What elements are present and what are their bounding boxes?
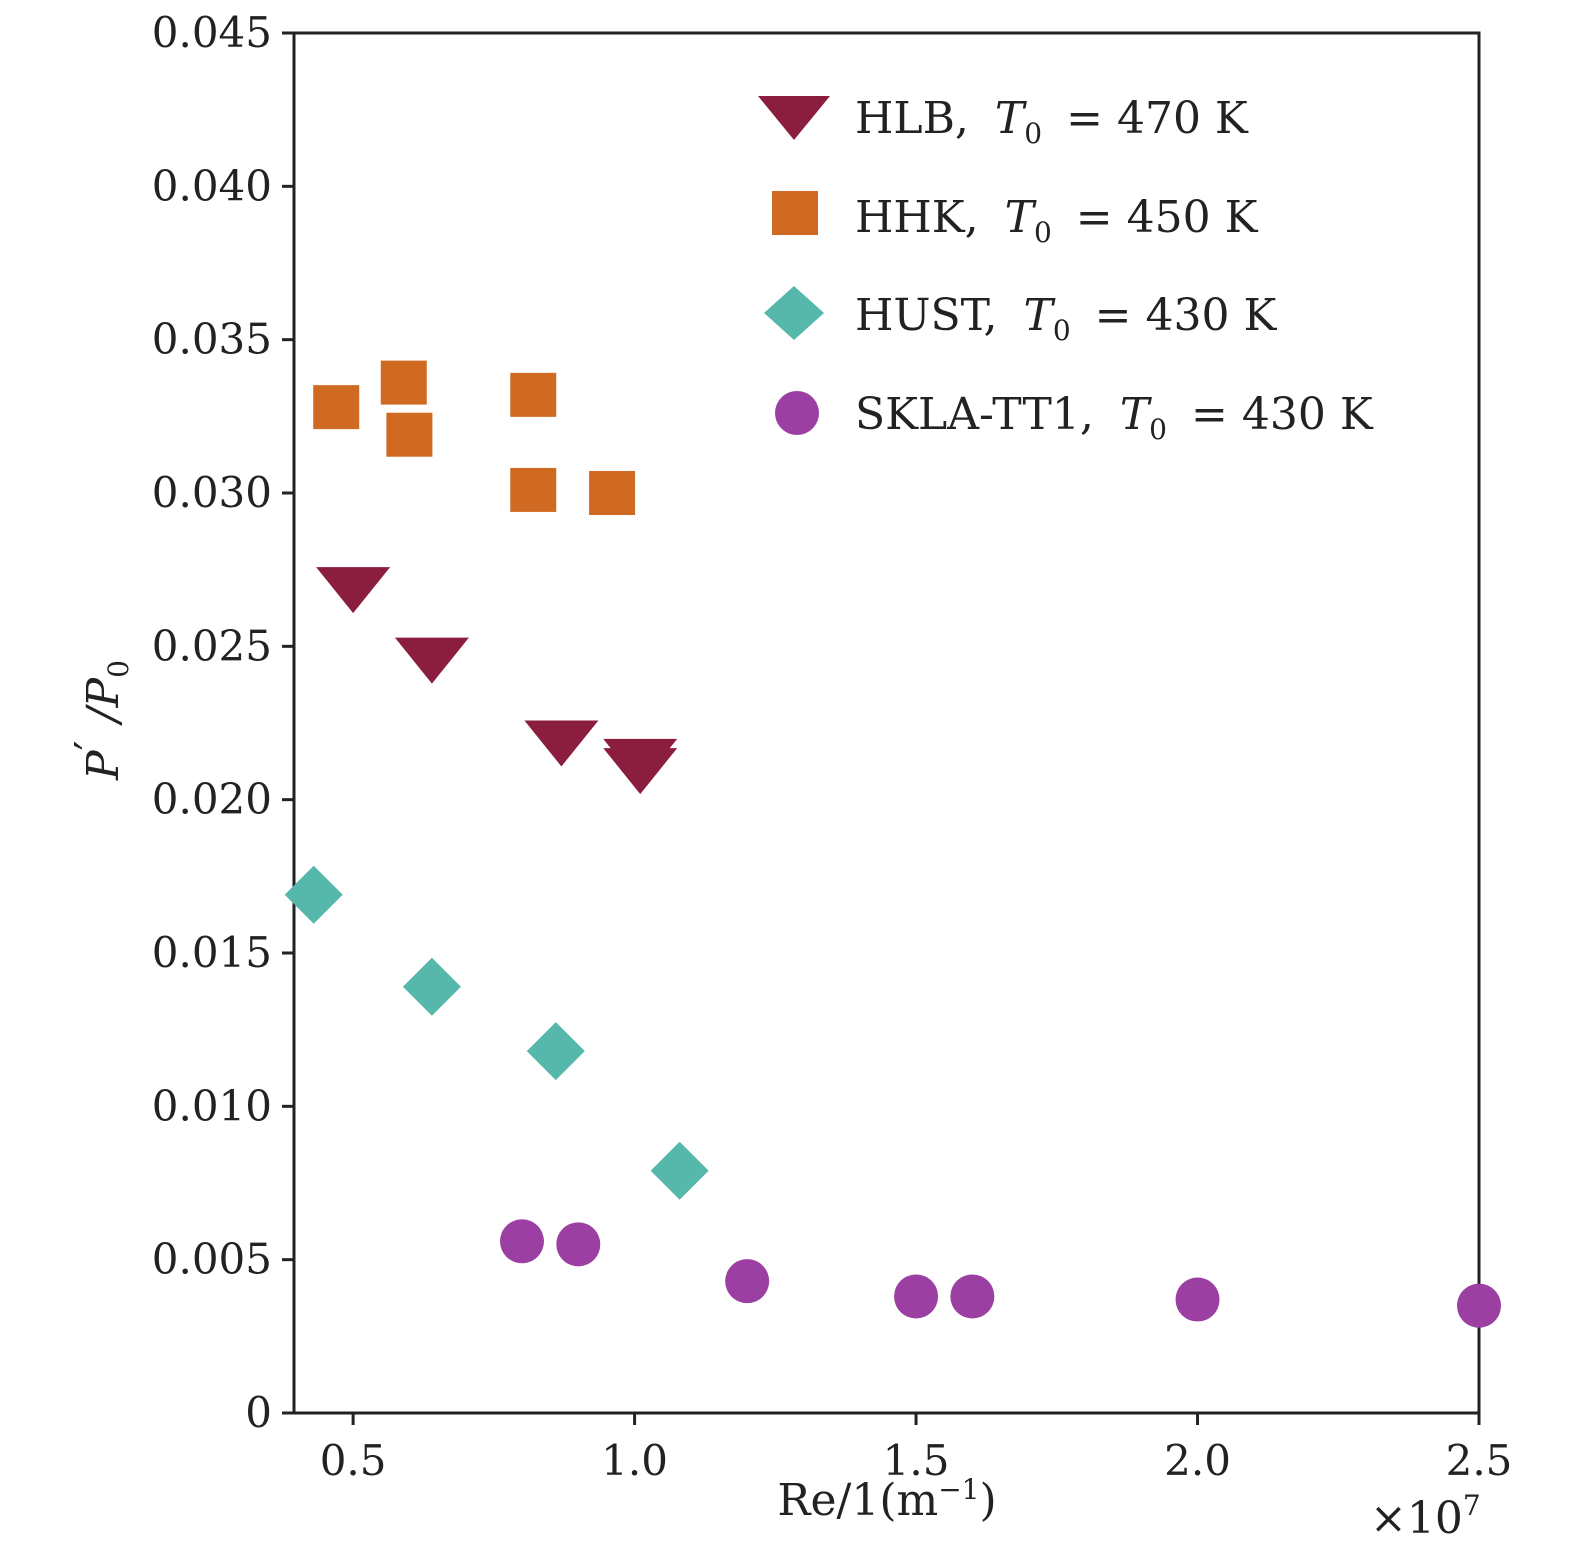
point-hust	[526, 1022, 585, 1081]
point-hlb	[394, 637, 469, 684]
y-axis-title-slash: /P	[78, 677, 129, 727]
x-multiplier-base: ×10	[1370, 1493, 1463, 1544]
point-hlb	[524, 720, 599, 767]
legend: HLB, T0 = 470 K HHK, T0 = 450 K HUST, T0…	[758, 93, 1374, 450]
y-tick-label: 0.015	[152, 928, 272, 977]
x-axis-title-sup: −1	[938, 1473, 979, 1506]
legend-marker-hhk	[772, 191, 818, 235]
legend-tsym-hlb: T	[995, 93, 1028, 144]
legend-entry-hust: HUST, T0 = 430 K	[764, 286, 1277, 351]
point-skla-tt1	[1457, 1283, 1501, 1328]
y-tick-label: 0.005	[152, 1235, 272, 1284]
point-hhk	[386, 412, 433, 457]
legend-label-hlb: HLB,	[855, 93, 969, 144]
point-hhk	[313, 385, 360, 430]
legend-tval-hlb: = 470 K	[1066, 93, 1249, 144]
point-hhk	[589, 471, 636, 515]
y-tick-label: 0.030	[152, 468, 272, 517]
legend-label-skla: SKLA-TT1,	[855, 389, 1094, 440]
y-tick-label: 0	[245, 1388, 272, 1437]
y-axis-title-prime: ′	[66, 740, 117, 750]
point-skla-tt1	[1175, 1277, 1220, 1322]
y-tick-label: 0.010	[152, 1081, 272, 1130]
legend-tval-hust: = 430 K	[1095, 290, 1278, 341]
legend-entry-hlb: HLB, T0 = 470 K	[758, 93, 1249, 154]
y-axis-title-p: P	[78, 749, 129, 781]
legend-marker-hlb	[758, 96, 830, 140]
y-tick-label: 0.045	[152, 8, 272, 57]
svg-text:HHK, T0 = 450: HHK, T0 = 450 K	[855, 192, 1259, 253]
svg-text:SKLA-TT1, T0 =: SKLA-TT1, T0 = 430 K	[855, 389, 1374, 450]
axis-ticks: 0 0.005 0.010 0.015 0.020 0.025 0.030 0.035 0.04…	[152, 8, 1513, 1485]
point-skla-tt1	[950, 1274, 995, 1319]
legend-entry-skla: SKLA-TT1, T0 = 430 K	[775, 389, 1374, 450]
x-axis-title-end: )	[979, 1475, 996, 1526]
legend-label-hust: HUST,	[855, 290, 997, 341]
legend-tsym-skla: T	[1120, 389, 1153, 440]
x-multiplier-exp: 7	[1463, 1489, 1481, 1522]
legend-tsym-hust: T	[1023, 290, 1056, 341]
point-hhk	[510, 372, 557, 417]
legend-entry-hhk: HHK, T0 = 450 K	[772, 191, 1259, 253]
point-hust	[402, 957, 461, 1016]
svg-text:HLB, T0 = 470: HLB, T0 = 470 K	[855, 93, 1249, 154]
x-tick-label: 2.5	[1446, 1436, 1513, 1485]
point-hlb	[603, 748, 678, 795]
x-tick-label: 1.0	[601, 1436, 668, 1485]
point-hhk	[380, 360, 427, 405]
legend-tsub-hhk: 0	[1034, 216, 1052, 249]
x-tick-label: 2.0	[1164, 1436, 1231, 1485]
point-skla-tt1	[499, 1219, 544, 1264]
y-tick-label: 0.035	[152, 315, 272, 364]
legend-tsym-hhk: T	[1005, 192, 1038, 243]
y-tick-label: 0.040	[152, 161, 272, 210]
y-axis-title-sub: 0	[102, 660, 135, 678]
y-axis-title: P′ /P0	[66, 660, 135, 781]
legend-marker-hust	[764, 286, 824, 340]
point-skla-tt1	[894, 1274, 939, 1319]
svg-text:HUST, T0 = 430: HUST, T0 = 430 K	[855, 290, 1277, 351]
point-hlb	[316, 567, 391, 614]
point-hust	[650, 1141, 709, 1200]
point-hhk	[510, 467, 557, 512]
legend-label-hhk: HHK,	[855, 192, 979, 243]
x-multiplier: ×107	[1370, 1489, 1481, 1544]
x-axis-title-main: Re/1(m	[777, 1475, 938, 1526]
legend-tval-hhk: = 450 K	[1076, 192, 1259, 243]
y-tick-label: 0.025	[152, 621, 272, 670]
legend-tsub-hlb: 0	[1024, 117, 1042, 150]
plot-frame	[292, 31, 1481, 1415]
y-tick-label: 0.020	[152, 775, 272, 824]
x-tick-label: 0.5	[320, 1436, 387, 1485]
x-axis-title: Re/1(m−1)	[777, 1473, 996, 1526]
point-skla-tt1	[725, 1259, 770, 1304]
data-points	[284, 360, 1501, 1328]
x-tick-label: 1.5	[883, 1436, 950, 1485]
legend-marker-skla	[775, 391, 819, 435]
legend-tval-skla: = 430 K	[1191, 389, 1374, 440]
legend-tsub-skla: 0	[1149, 413, 1167, 446]
point-skla-tt1	[556, 1222, 601, 1267]
legend-tsub-hust: 0	[1053, 314, 1071, 347]
point-hust	[284, 865, 343, 924]
